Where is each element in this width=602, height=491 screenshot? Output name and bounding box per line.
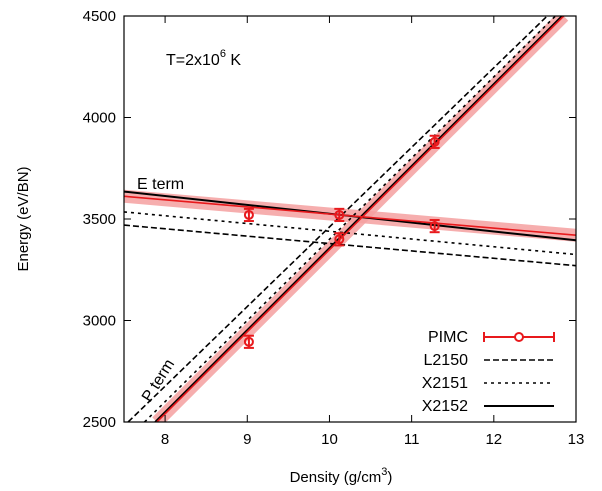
temperature-label-sup: 6 — [220, 48, 226, 60]
y-tick-label: 2500 — [83, 414, 116, 431]
legend-swatch-marker — [514, 332, 524, 342]
x-axis-label-sup: 3 — [381, 466, 387, 478]
legend-item-x2151: X2151 — [422, 375, 554, 392]
legend-item-x2152: X2152 — [422, 398, 554, 415]
pimc-point — [334, 232, 345, 247]
x-tick-label: 8 — [161, 431, 169, 448]
pimc-p-fit-line — [156, 16, 565, 422]
legend-item-l2150: L2150 — [424, 352, 554, 369]
pimc-e-fit-line — [124, 195, 576, 237]
temperature-label-suffix: K — [226, 52, 241, 69]
temperature-label: T=2x106 K — [166, 48, 241, 69]
x-tick-label: 9 — [243, 431, 251, 448]
temperature-label-base: T=2x10 — [166, 52, 220, 69]
y-tick-label: 4000 — [83, 110, 116, 127]
pimc-marker — [429, 136, 440, 147]
pimc-marker — [243, 209, 254, 220]
e-term-annotation: E term — [137, 176, 184, 193]
pimc-marker — [243, 336, 254, 347]
x2152-p-line — [154, 16, 563, 422]
l2150-e-line — [124, 224, 576, 267]
legend-label: X2152 — [422, 398, 468, 415]
pimc-marker — [334, 234, 345, 245]
pimc-point — [429, 134, 440, 149]
y-tick-label: 4500 — [83, 8, 116, 25]
pimc-point — [334, 207, 345, 223]
y-tick-label: 3500 — [83, 211, 116, 228]
y-axis: 2500 3000 3500 4000 4500 — [83, 8, 576, 431]
x-tick-label: 13 — [568, 431, 585, 448]
legend-label: L2150 — [424, 352, 469, 369]
x-tick-label: 11 — [404, 431, 420, 448]
pimc-marker — [334, 209, 345, 220]
legend-label: PIMC — [428, 329, 468, 346]
y-tick-label: 3000 — [83, 313, 116, 330]
pimc-point — [243, 207, 254, 223]
x-tick-label: 12 — [485, 431, 502, 448]
plot-area — [124, 16, 576, 422]
pimc-point — [429, 219, 440, 234]
legend: PIMC L2150 X2151 X2152 — [422, 329, 555, 415]
x-axis-label-suffix: ) — [387, 469, 392, 486]
x-tick-label: 10 — [321, 431, 338, 448]
x-axis: 8 9 10 11 12 13 — [161, 16, 584, 448]
y-axis-label: Energy (eV/BN) — [15, 166, 32, 271]
x-axis-label: Density (g/cm3) — [290, 466, 393, 486]
x2151-e-line — [124, 211, 576, 256]
legend-label: X2151 — [422, 375, 468, 392]
x-axis-label-text: Density (g/cm — [290, 469, 382, 486]
x2151-p-line — [143, 16, 557, 422]
pimc-point — [243, 334, 254, 349]
legend-item-pimc: PIMC — [428, 329, 555, 346]
pimc-marker — [429, 221, 440, 232]
